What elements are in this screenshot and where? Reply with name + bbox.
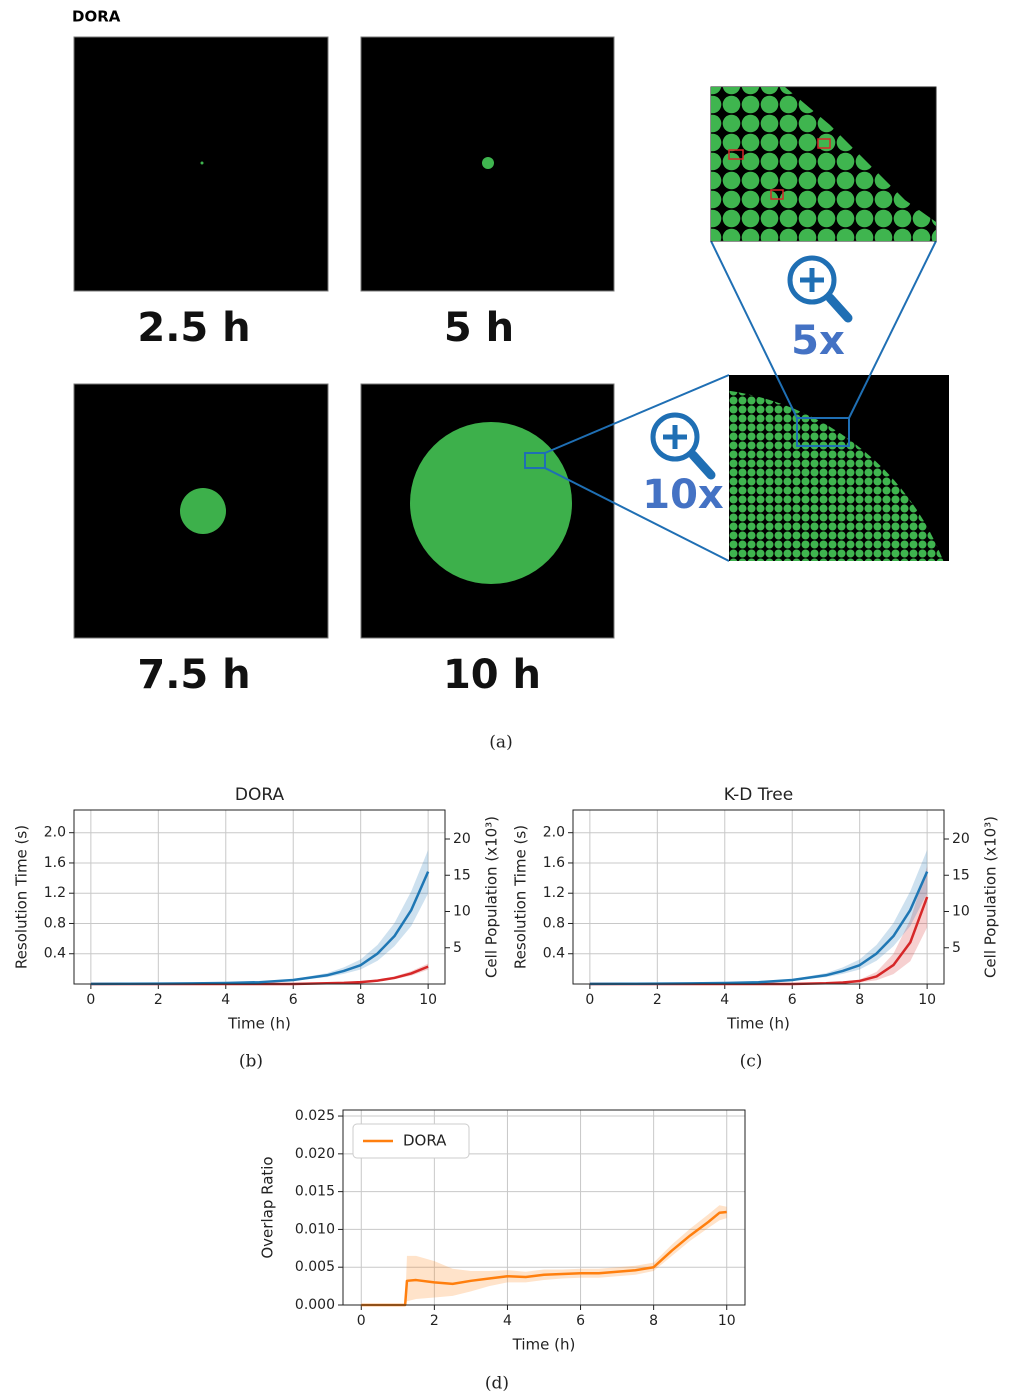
caption: (a) [489, 733, 512, 753]
x-tick-label: 0 [585, 992, 594, 1008]
y2-tick-label: 15 [952, 867, 970, 883]
y-tick-label: 0.005 [295, 1259, 335, 1275]
y2-tick-label: 5 [952, 940, 961, 956]
error-band [590, 867, 927, 984]
x-tick-label: 8 [649, 1313, 658, 1329]
colony [410, 422, 572, 584]
error-band [590, 850, 927, 984]
x-tick-label: 4 [503, 1313, 512, 1329]
y-tick-label: 2.0 [543, 825, 565, 841]
x-tick-label: 10 [718, 1313, 736, 1329]
y2-axis-label: Cell Population (x10³) [483, 816, 501, 978]
error-band [91, 850, 428, 984]
x-tick-label: 4 [221, 992, 230, 1008]
snapshot-label: 7.5 h [137, 652, 250, 698]
y-axis-label: Resolution Time (s) [13, 825, 31, 969]
x-tick-label: 6 [788, 992, 797, 1008]
y2-tick-label: 5 [453, 940, 462, 956]
colony [201, 162, 204, 165]
y-axis-label: Resolution Time (s) [512, 825, 530, 969]
x-axis-label: Time (h) [726, 1015, 790, 1033]
y-tick-label: 0.015 [295, 1184, 335, 1200]
series-line [91, 872, 428, 984]
snapshot-label: 2.5 h [137, 305, 250, 351]
colony [482, 157, 494, 169]
chart-title: DORA [235, 785, 285, 805]
x-tick-label: 8 [855, 992, 864, 1008]
x-tick-label: 0 [357, 1313, 366, 1329]
x-tick-label: 6 [576, 1313, 585, 1329]
y2-tick-label: 10 [952, 904, 970, 920]
x-tick-label: 8 [356, 992, 365, 1008]
y-tick-label: 0.000 [295, 1297, 335, 1313]
y2-axis-label: Cell Population (x10³) [982, 816, 1000, 978]
y-tick-label: 1.6 [44, 855, 66, 871]
caption: (c) [740, 1052, 763, 1072]
y-tick-label: 0.025 [295, 1108, 335, 1124]
x-tick-label: 2 [430, 1313, 439, 1329]
zoom-label: 5x [791, 318, 845, 364]
x-tick-label: 10 [918, 992, 936, 1008]
y-tick-label: 0.8 [543, 915, 565, 931]
y-tick-label: 1.2 [543, 885, 565, 901]
panel-a: DORA 5x 10x [72, 8, 962, 933]
legend-label: DORA [403, 1132, 447, 1150]
y-tick-label: 1.2 [44, 885, 66, 901]
caption: (b) [239, 1052, 263, 1072]
y-tick-label: 0.4 [543, 946, 565, 962]
y-tick-label: 0.4 [44, 946, 66, 962]
y-tick-label: 0.8 [44, 915, 66, 931]
magnifier-icon [790, 258, 848, 318]
series-line [590, 897, 927, 984]
error-band [361, 1205, 726, 1305]
caption: (d) [485, 1374, 509, 1394]
plot-frame [573, 810, 944, 984]
x-tick-label: 2 [154, 992, 163, 1008]
chart-title: K-D Tree [724, 785, 793, 805]
y-tick-label: 0.010 [295, 1221, 335, 1237]
y2-tick-label: 20 [952, 831, 970, 847]
y-axis-label: Overlap Ratio [259, 1156, 277, 1258]
figure: DORA 5x 10x [0, 0, 1014, 1395]
magnifier-icon [653, 415, 711, 475]
x-tick-label: 4 [720, 992, 729, 1008]
panel-title: DORA [72, 8, 121, 26]
x-tick-label: 6 [289, 992, 298, 1008]
x-axis-label: Time (h) [227, 1015, 291, 1033]
zoom-label: 10x [642, 472, 724, 518]
y2-tick-label: 15 [453, 867, 471, 883]
y2-tick-label: 10 [453, 904, 471, 920]
y-tick-label: 2.0 [44, 825, 66, 841]
snapshot-label: 10 h [443, 652, 541, 698]
y2-tick-label: 20 [453, 831, 471, 847]
plot-frame [74, 810, 445, 984]
x-tick-label: 0 [86, 992, 95, 1008]
colony [180, 488, 226, 534]
series-line [590, 872, 927, 984]
y-tick-label: 1.6 [543, 855, 565, 871]
snapshot-label: 5 h [444, 305, 514, 351]
y-tick-label: 0.020 [295, 1146, 335, 1162]
x-tick-label: 2 [653, 992, 662, 1008]
x-tick-label: 10 [419, 992, 437, 1008]
x-axis-label: Time (h) [512, 1336, 576, 1354]
